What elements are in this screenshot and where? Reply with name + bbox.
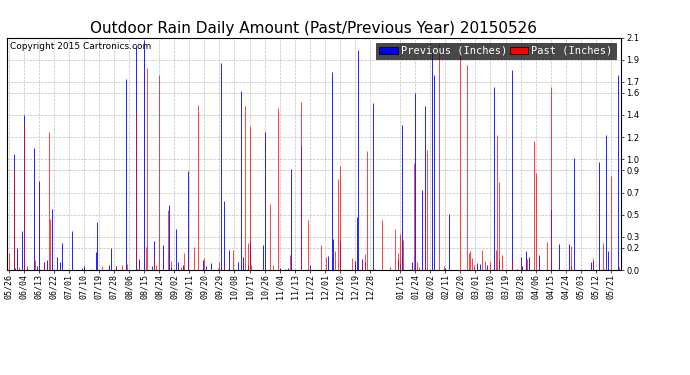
Legend: Previous (Inches), Past (Inches): Previous (Inches), Past (Inches) — [376, 43, 615, 59]
Title: Outdoor Rain Daily Amount (Past/Previous Year) 20150526: Outdoor Rain Daily Amount (Past/Previous… — [90, 21, 538, 36]
Text: Copyright 2015 Cartronics.com: Copyright 2015 Cartronics.com — [10, 42, 151, 51]
